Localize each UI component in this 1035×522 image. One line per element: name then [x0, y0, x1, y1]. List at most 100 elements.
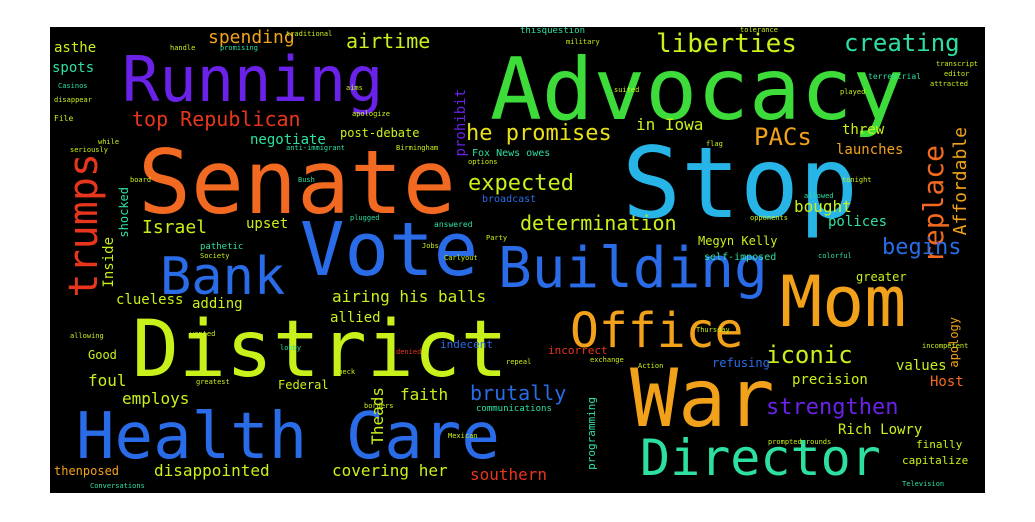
- word-answered: answered: [434, 220, 473, 229]
- word-allowed: allowed: [804, 192, 834, 200]
- word-indecent: indecent: [440, 338, 493, 351]
- word-party: Party: [486, 234, 508, 242]
- word-refusing: refusing: [712, 356, 770, 370]
- word-begins: begins: [882, 235, 962, 260]
- word-adding: adding: [192, 296, 243, 312]
- word-southern: southern: [470, 465, 548, 484]
- word-affordable: Affordable: [950, 127, 971, 236]
- word-wanted: wanted: [190, 330, 216, 338]
- word-greater: greater: [856, 270, 907, 284]
- word-promising: promising: [220, 44, 258, 52]
- word-cloud: Advocacy Running Senate Stop Vote Bank B…: [50, 27, 985, 493]
- word-asthe: asthe: [54, 40, 97, 56]
- word-pathetic: pathetic: [200, 242, 244, 252]
- word-airing-his-balls: airing his balls: [332, 287, 487, 306]
- word-played: played: [840, 88, 866, 96]
- word-vote: Vote: [300, 207, 479, 293]
- word-determination: determination: [520, 211, 677, 235]
- word-strengthen: strengthen: [766, 395, 899, 420]
- word-airtime: airtime: [346, 29, 431, 53]
- word-iconic: iconic: [766, 341, 853, 369]
- word-creating: creating: [844, 29, 960, 57]
- word-he-promises: he promises: [466, 121, 612, 146]
- word-denied: denied: [396, 348, 422, 356]
- word-shocked: shocked: [117, 187, 131, 238]
- word-finally: finally: [916, 438, 963, 451]
- word-options: options: [468, 158, 498, 166]
- word-brutally: brutally: [470, 381, 567, 405]
- word-thisquestion: thisquestion: [520, 27, 586, 36]
- word-terrestrial: terrestrial: [868, 72, 921, 81]
- word-foul: foul: [88, 371, 127, 390]
- word-capitalize: capitalize: [902, 454, 969, 467]
- word-handle: handle: [170, 44, 196, 52]
- word-television: Television: [902, 480, 945, 488]
- word-lobby: lobby: [280, 344, 302, 352]
- word-prompted-rounds: prompted rounds: [768, 438, 832, 446]
- word-tolerance: tolerance: [740, 27, 778, 34]
- word-thenposed: thenposed: [54, 464, 120, 478]
- word-carlyout: Carlyout: [444, 254, 478, 262]
- word-society: Society: [200, 252, 230, 260]
- word-building: Building: [498, 236, 768, 301]
- word-launches: launches: [836, 142, 904, 158]
- word-employs: employs: [122, 389, 190, 408]
- word-faith: faith: [400, 385, 449, 404]
- word-suited: suited: [614, 86, 640, 94]
- word-exchange: exchange: [590, 356, 624, 364]
- word-greatest: greatest: [196, 378, 230, 386]
- word-borders: borders: [364, 402, 394, 410]
- word-military: military: [566, 38, 600, 46]
- word-director: Director: [640, 429, 881, 487]
- word-inside: Inside: [101, 237, 117, 288]
- word-health-care: Health Care: [76, 400, 500, 474]
- word-upset: upset: [246, 216, 289, 232]
- word-tonight: tonight: [842, 176, 872, 184]
- word-top-republican: top Republican: [132, 107, 301, 131]
- word-trumps: trumps: [61, 153, 107, 298]
- word-file: File: [54, 114, 74, 123]
- word-aims: aims: [346, 84, 363, 92]
- word-in-iowa: in Iowa: [636, 115, 704, 134]
- word-threw: threw: [842, 122, 885, 138]
- word-office: Office: [570, 303, 744, 359]
- word-federal: Federal: [278, 378, 329, 392]
- word-advocacy: Advocacy: [490, 40, 905, 140]
- word-check: Check: [334, 368, 356, 376]
- word-self-imposed: self-imposed: [704, 252, 777, 263]
- word-birmingham: Birmingham: [396, 144, 439, 152]
- word-colorful: colorful: [818, 252, 852, 260]
- word-war: War: [630, 352, 775, 445]
- word-megyn-kelly: Megyn Kelly: [698, 234, 778, 248]
- word-jobs: Jobs: [422, 242, 439, 250]
- word-incorrect: incorrect: [548, 344, 608, 357]
- word-liberties: liberties: [656, 29, 797, 59]
- word-conversations: Conversations: [90, 482, 145, 490]
- word-running: Running: [122, 43, 384, 116]
- word-bank: Bank: [160, 247, 286, 307]
- word-bush: Bush: [298, 176, 315, 184]
- word-traditional: traditional: [286, 30, 333, 38]
- word-thursday: Thursday: [696, 326, 730, 334]
- word-programming: programming: [585, 397, 598, 470]
- word-expected: expected: [468, 171, 574, 196]
- word-action: Action: [638, 362, 664, 370]
- word-flag: flag: [706, 140, 723, 148]
- word-allied: allied: [330, 310, 381, 326]
- word-pacs: PACs: [754, 123, 812, 151]
- word-repeal: repeal: [506, 358, 532, 366]
- word-district: District: [132, 305, 508, 395]
- word-editor: editor: [944, 70, 970, 78]
- word-post-debate: post-debate: [340, 126, 420, 140]
- word-rich-lowry: Rich Lowry: [838, 422, 923, 438]
- word-attracted: attracted: [930, 80, 968, 88]
- word-while: while: [98, 138, 120, 146]
- word-senate: Senate: [138, 131, 456, 234]
- word-mom: Mom: [780, 261, 907, 343]
- word-spending: spending: [208, 27, 295, 48]
- word-seriously: seriously: [70, 146, 108, 154]
- word-polices: polices: [828, 214, 888, 230]
- word-opponents: opponents: [750, 214, 788, 222]
- word-bought: bought: [794, 197, 852, 216]
- word-values: values: [896, 358, 947, 374]
